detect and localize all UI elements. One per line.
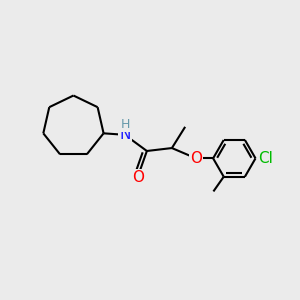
Text: O: O [132, 170, 144, 185]
Text: N: N [119, 127, 130, 142]
Text: O: O [190, 151, 202, 166]
Text: Cl: Cl [259, 151, 273, 166]
Text: H: H [121, 118, 130, 131]
